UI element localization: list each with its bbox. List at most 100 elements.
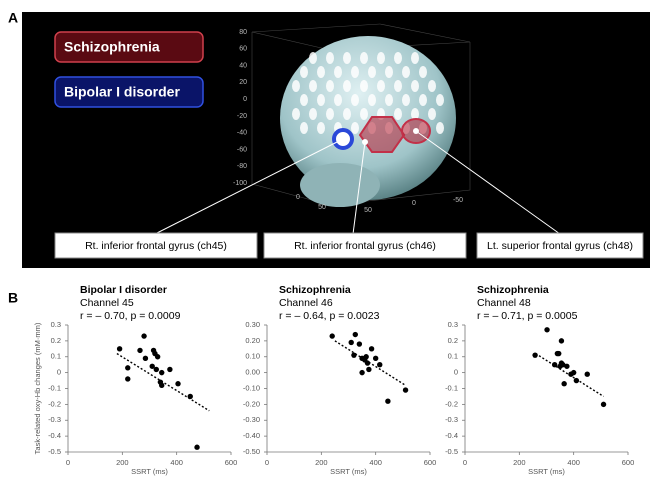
z-tick-label: -60: [237, 146, 247, 153]
x-tick-label: 200: [513, 458, 526, 467]
z-tick-label: 80: [239, 29, 247, 36]
callout-box: [263, 232, 467, 259]
y-tick-label: -0.4: [48, 431, 61, 440]
point: [573, 377, 580, 384]
panel-label: A: [8, 10, 18, 26]
point: [154, 354, 161, 360]
chart-subtitle: Channel 46: [279, 297, 333, 309]
chart-subtitle: Channel 45: [80, 297, 134, 309]
y-tick-label: -0.50: [243, 447, 260, 456]
floor-tick-label: 50: [364, 207, 372, 214]
x-tick-label: 400: [369, 458, 382, 467]
point: [175, 381, 181, 387]
legend-box: [54, 31, 204, 63]
point: [359, 369, 365, 376]
z-tick-label: 20: [239, 79, 247, 86]
legend-box: [54, 76, 204, 108]
point: [532, 352, 538, 358]
z-tick-label: -100: [233, 180, 247, 187]
point: [329, 333, 335, 339]
point: [348, 339, 354, 346]
callout-box: [476, 232, 644, 259]
point: [570, 369, 577, 376]
y-tick-label: 0.1: [51, 352, 61, 361]
channel-dot: [413, 128, 419, 134]
x-tick-label: 600: [225, 458, 238, 467]
y-tick-label: -0.5: [48, 447, 61, 456]
point: [153, 366, 159, 373]
y-tick-label: -0.40: [243, 431, 260, 440]
chart-title: Bipolar I disorder: [80, 284, 167, 296]
y-tick-label: -0.3: [445, 415, 458, 424]
point: [564, 363, 570, 369]
y-tick-label: 0.3: [448, 320, 458, 329]
y-tick-label: -0.3: [48, 415, 61, 424]
y-tick-label: 0.2: [51, 336, 61, 345]
point: [149, 363, 155, 369]
x-tick-label: 600: [622, 458, 635, 467]
floor-tick-label: 50: [318, 204, 326, 211]
point: [187, 393, 193, 400]
y-tick-label: -0.1: [48, 383, 61, 392]
y-tick-label: -0.20: [243, 399, 260, 408]
x-tick-label: 400: [170, 458, 183, 467]
z-tick-label: 0: [243, 96, 247, 103]
chart-title: Schizophrenia: [279, 284, 351, 296]
callout-box: [54, 232, 258, 259]
x-tick-label: 600: [424, 458, 437, 467]
point: [356, 341, 363, 347]
y-tick-label: 0.20: [245, 336, 260, 345]
point: [159, 369, 165, 376]
x-tick-label: 0: [265, 458, 269, 467]
y-axis-label: Task-related oxy-Hb changes (mM·mm): [33, 322, 42, 454]
callout-label: Rt. inferior frontal gyrus (ch46): [294, 240, 436, 252]
annotation: r = – 0.64, p = 0.0023: [279, 310, 380, 322]
y-tick-label: 0.3: [51, 320, 61, 329]
point: [364, 360, 371, 366]
x-tick-label: 0: [66, 458, 70, 467]
callout-label: Lt. superior frontal gyrus (ch48): [487, 240, 633, 252]
trend-line: [116, 352, 210, 412]
y-tick-label: 0: [454, 368, 458, 377]
y-tick-label: -0.2: [445, 399, 458, 408]
z-tick-label: 60: [239, 46, 247, 53]
panel-label: B: [8, 290, 18, 306]
callout-lines: [154, 130, 561, 235]
point: [363, 354, 369, 360]
y-tick-label: 0.30: [245, 320, 260, 329]
point: [116, 346, 123, 352]
point: [554, 350, 561, 357]
brain: [280, 36, 456, 200]
annotation: r = – 0.70, p = 0.0009: [80, 310, 181, 322]
y-tick-label: 0.10: [245, 352, 260, 361]
point: [167, 366, 173, 373]
legend-label: Schizophrenia: [64, 39, 160, 55]
x-tick-label: 200: [116, 458, 129, 467]
point: [372, 355, 379, 362]
y-tick-label: 0: [57, 368, 61, 377]
callout-label: Rt. inferior frontal gyrus (ch45): [85, 240, 227, 252]
x-axis-label: SSRT (ms): [131, 467, 168, 476]
point: [194, 444, 200, 450]
x-tick-label: 0: [463, 458, 467, 467]
point: [558, 360, 565, 366]
point: [352, 331, 358, 338]
y-tick-label: 0.00: [245, 368, 260, 377]
point: [141, 333, 147, 339]
annotation: r = – 0.71, p = 0.0005: [477, 310, 578, 322]
trend-line: [334, 340, 406, 386]
z-tick-label: -40: [237, 130, 247, 137]
floor-tick-label: 0: [412, 200, 416, 207]
chart-title: Schizophrenia: [477, 284, 549, 296]
point: [402, 387, 409, 393]
y-tick-label: -0.2: [48, 399, 61, 408]
point: [125, 376, 131, 382]
point: [551, 361, 558, 368]
x-axis-label: SSRT (ms): [528, 467, 565, 476]
z-tick-label: 40: [239, 62, 247, 69]
point: [385, 398, 391, 404]
point: [137, 347, 143, 354]
point: [584, 371, 590, 377]
floor-tick-label: 0: [296, 194, 300, 201]
point: [600, 401, 607, 408]
